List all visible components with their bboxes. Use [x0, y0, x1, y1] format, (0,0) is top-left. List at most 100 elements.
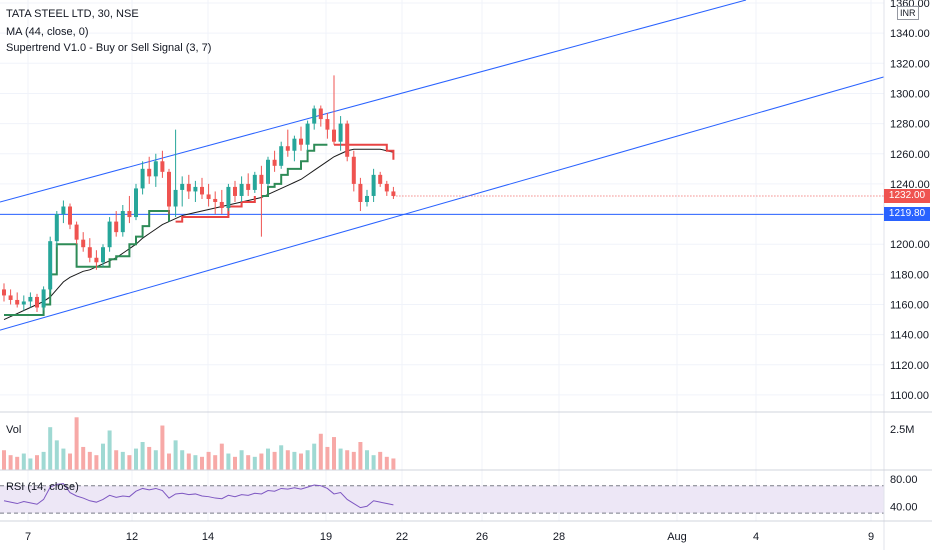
pane-axis-ticks: 2.5M 80.00 40.00	[890, 424, 918, 513]
candle-body	[35, 296, 39, 308]
price-tick-label: 1280.00	[890, 119, 930, 131]
candle-body	[127, 211, 132, 218]
candle-body	[15, 299, 20, 305]
candle-body	[28, 296, 33, 302]
time-tick-label: 9	[868, 531, 874, 543]
rsi-tick-label: 40.00	[890, 501, 918, 513]
rsi-pane[interactable]	[0, 483, 884, 514]
volume-bar	[35, 455, 39, 470]
candle-body	[358, 183, 363, 202]
candle-body	[180, 183, 185, 190]
volume-bar	[391, 458, 396, 470]
volume-bar	[54, 440, 59, 470]
candle-body	[371, 174, 376, 196]
time-tick-label: 28	[553, 531, 565, 543]
symbol-title[interactable]: TATA STEEL LTD, 30, NSE	[6, 8, 139, 20]
candle-body	[74, 224, 79, 240]
candle-body	[305, 123, 310, 145]
candle-body	[21, 301, 26, 305]
volume-bar	[61, 448, 66, 470]
volume-bar	[21, 453, 26, 470]
candle-body	[41, 289, 46, 308]
volume-bar	[285, 450, 290, 470]
time-tick-label: 12	[126, 531, 138, 543]
volume-bar	[246, 455, 251, 470]
candle-body	[114, 221, 119, 233]
volume-bar	[140, 442, 145, 470]
volume-bar	[186, 453, 191, 470]
candle-body	[285, 146, 290, 151]
candle-body	[391, 191, 396, 196]
price-tick-label: 1140.00	[890, 330, 929, 342]
volume-bar	[371, 455, 376, 470]
time-tick-label: Aug	[667, 531, 687, 543]
supertrend-up-line	[261, 143, 328, 197]
candle-body	[186, 183, 191, 192]
time-tick-label: 4	[753, 531, 759, 543]
candle-body	[61, 206, 66, 215]
volume-bar	[94, 455, 99, 470]
supertrend-legend[interactable]: Supertrend V1.0 - Buy or Sell Signal (3,…	[6, 42, 212, 54]
volume-bar	[41, 451, 46, 470]
time-tick-label: 19	[320, 531, 332, 543]
supertrend-down-line	[175, 195, 256, 223]
channel-upper-line	[0, 0, 747, 203]
candle-body	[193, 186, 198, 192]
volume-bar	[114, 450, 119, 470]
ma-legend[interactable]: MA (44, close, 0)	[6, 26, 89, 38]
time-tick-label: 22	[396, 531, 408, 543]
volume-bar	[259, 453, 264, 470]
price-pane[interactable]	[0, 0, 885, 331]
volume-bar	[74, 417, 79, 470]
volume-bar	[15, 456, 20, 470]
volume-bar	[200, 456, 204, 470]
volume-tick-label: 2.5M	[890, 424, 914, 436]
price-tick-label: 1340.00	[890, 28, 930, 40]
candle-body	[206, 194, 211, 199]
candle-body	[259, 174, 264, 184]
volume-bar	[160, 425, 165, 470]
time-tick-label: 14	[202, 531, 214, 543]
candle-body	[147, 168, 152, 177]
candle-body	[384, 183, 389, 192]
candle-body	[226, 186, 231, 209]
candle-body	[160, 161, 165, 172]
volume-bar	[48, 427, 53, 470]
candle-body	[173, 189, 178, 207]
candle-body	[299, 138, 303, 145]
candle-body	[239, 183, 244, 196]
volume-bar	[325, 446, 330, 470]
volume-bar	[332, 437, 336, 470]
volume-bar	[279, 445, 284, 470]
rsi-band	[0, 485, 884, 514]
volume-bar	[8, 455, 13, 470]
volume-bar	[338, 448, 343, 470]
volume-bar	[213, 455, 218, 470]
volume-bar	[101, 443, 105, 470]
volume-bar	[292, 451, 297, 470]
volume-bar	[193, 455, 198, 470]
candle-body	[219, 201, 224, 209]
volume-bar	[68, 453, 72, 470]
candle-body	[134, 188, 138, 218]
volume-bar	[107, 430, 112, 470]
time-axis[interactable]: 7 12 14 19 22 26 28 Aug 4 9	[25, 531, 874, 543]
volume-bar	[87, 451, 92, 470]
volume-pane[interactable]	[2, 417, 396, 470]
candle-body	[338, 123, 343, 142]
price-tick-label: 1240.00	[890, 179, 930, 191]
volume-bar	[134, 448, 138, 470]
candle-body	[167, 171, 171, 207]
volume-bar	[127, 455, 132, 470]
candle-body	[252, 174, 257, 190]
volume-bar	[239, 450, 244, 470]
price-tick-label: 1360.00	[890, 0, 930, 10]
price-tick-label: 1300.00	[890, 88, 930, 100]
volume-bar	[167, 453, 171, 470]
volume-bar	[345, 450, 350, 470]
candle-body	[318, 108, 323, 120]
volume-bar	[180, 450, 185, 470]
currency-badge[interactable]: INR	[897, 6, 919, 20]
price-tick-label: 1260.00	[890, 149, 930, 161]
